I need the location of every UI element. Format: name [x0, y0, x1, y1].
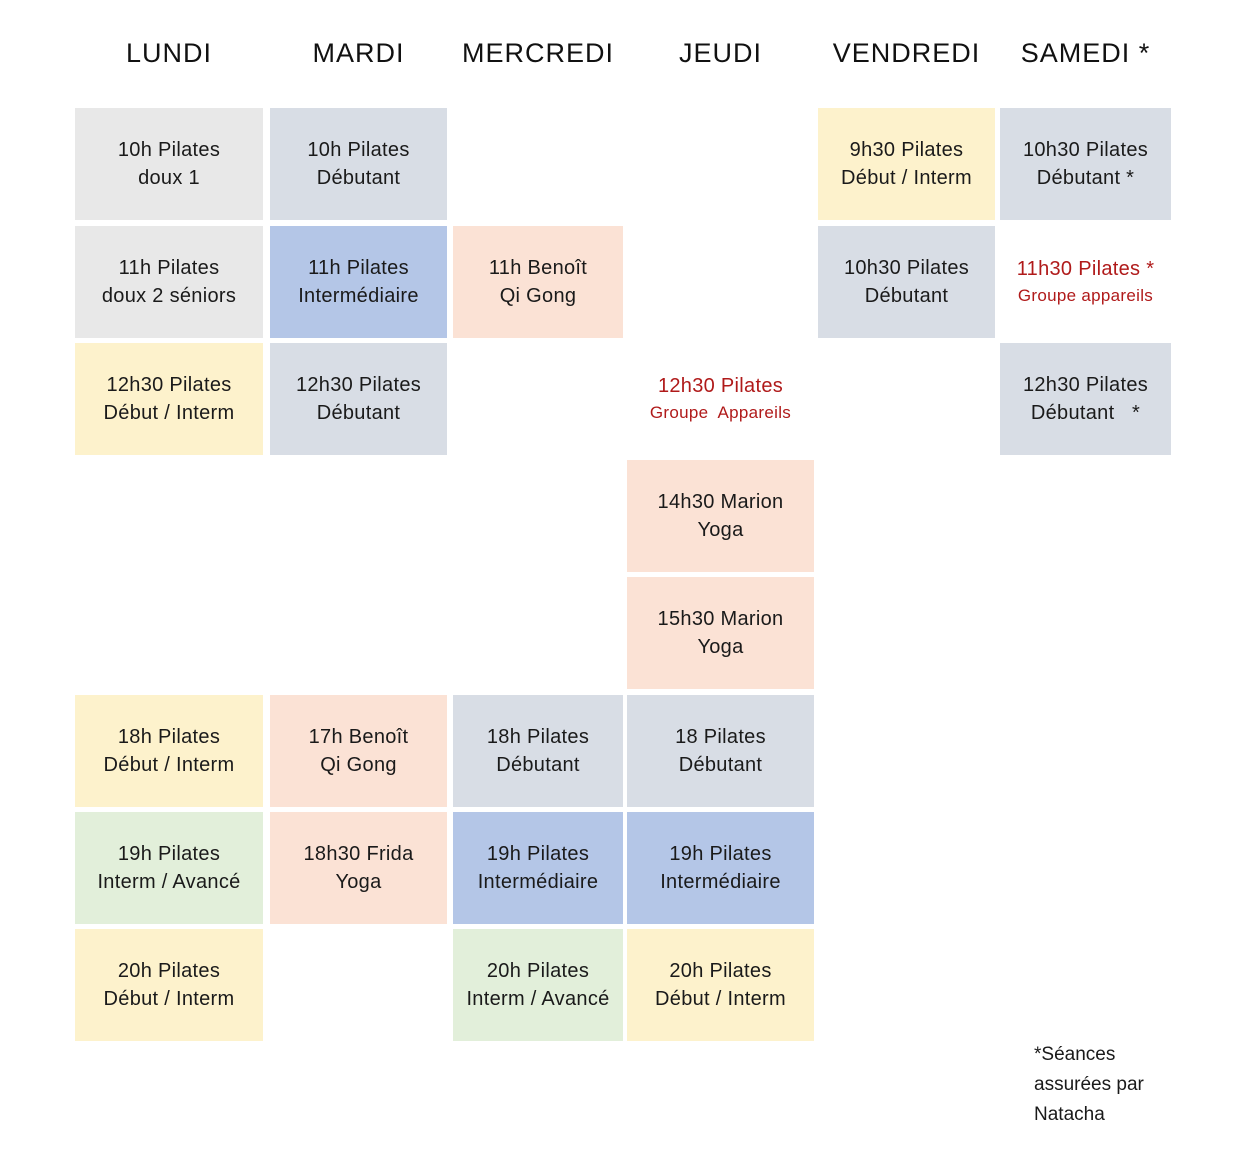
- class-level: Intermédiaire: [298, 285, 419, 307]
- class-time-title: 19h Pilates: [486, 843, 590, 865]
- class-time-title: 20h Pilates: [669, 960, 772, 982]
- class-level: Interm / Avancé: [466, 988, 610, 1010]
- footnote: *Séances assurées par Natacha: [1034, 1040, 1214, 1130]
- class-slot-mercredi-20h: 20h Pilates Interm / Avancé: [453, 929, 623, 1041]
- day-header-mercredi: MERCREDI: [461, 38, 614, 68]
- class-level: Début / Interm: [655, 988, 786, 1010]
- class-slot-mercredi-11h: 11h Benoît Qi Gong: [453, 226, 623, 338]
- class-time-title: 10h Pilates: [307, 139, 410, 161]
- day-header-lundi: LUNDI: [125, 38, 212, 68]
- class-time-title: 19h Pilates: [117, 843, 221, 865]
- class-level: doux 1: [138, 167, 200, 189]
- class-level: Yoga: [335, 871, 382, 893]
- class-slot-lundi-11h: 11h Pilates doux 2 séniors: [75, 226, 263, 338]
- class-time-title: 19h Pilates: [669, 843, 772, 865]
- class-slot-mercredi-19h: 19h Pilates Intermédiaire: [453, 812, 623, 924]
- class-time-title: 9h30 Pilates: [849, 139, 964, 161]
- class-slot-samedi-11h30: 11h30 Pilates * Groupe appareils: [1000, 226, 1171, 338]
- class-time-title: 18h30 Frida: [303, 843, 414, 865]
- class-level: Début / Interm: [103, 402, 235, 424]
- class-time-title: 15h30 Marion: [657, 608, 784, 630]
- class-time-title: 14h30 Marion: [657, 491, 784, 513]
- class-time-title: 11h Pilates: [118, 257, 220, 279]
- class-slot-lundi-19h: 19h Pilates Interm / Avancé: [75, 812, 263, 924]
- class-level: Début / Interm: [841, 167, 972, 189]
- footnote-line-1: *Séances: [1034, 1044, 1116, 1065]
- day-header-samedi: SAMEDI *: [1020, 38, 1151, 68]
- class-level: Groupe Appareils: [649, 403, 792, 422]
- class-slot-lundi-20h: 20h Pilates Début / Interm: [75, 929, 263, 1041]
- class-time-title: 11h30 Pilates *: [1016, 258, 1155, 280]
- class-slot-jeudi-14h30: 14h30 Marion Yoga: [627, 460, 814, 572]
- day-header-vendredi: VENDREDI: [832, 38, 981, 68]
- class-time-title: 10h Pilates: [117, 139, 221, 161]
- class-slot-lundi-12h30: 12h30 Pilates Début / Interm: [75, 343, 263, 455]
- class-slot-jeudi-15h30: 15h30 Marion Yoga: [627, 577, 814, 689]
- class-time-title: 18 Pilates: [675, 726, 766, 748]
- class-slot-samedi-12h30: 12h30 Pilates Débutant *: [1000, 343, 1171, 455]
- class-time-title: 17h Benoît: [308, 726, 409, 748]
- class-level: Intermédiaire: [660, 871, 781, 893]
- class-level: Débutant: [316, 167, 401, 189]
- class-level: Yoga: [697, 519, 744, 541]
- class-time-title: 12h30 Pilates: [1022, 374, 1149, 396]
- class-level: Début / Interm: [103, 754, 235, 776]
- class-slot-mardi-12h30: 12h30 Pilates Débutant: [270, 343, 447, 455]
- class-time-title: 18h Pilates: [486, 726, 590, 748]
- class-time-title: 18h Pilates: [117, 726, 221, 748]
- class-level: Débutant: [316, 402, 401, 424]
- class-level: Début / Interm: [103, 988, 235, 1010]
- class-level: Groupe appareils: [1017, 286, 1154, 305]
- class-level: Yoga: [697, 636, 744, 658]
- class-time-title: 11h Benoît: [488, 257, 588, 279]
- class-slot-jeudi-19h: 19h Pilates Intermédiaire: [627, 812, 814, 924]
- day-header-mardi: MARDI: [312, 38, 405, 68]
- class-time-title: 20h Pilates: [117, 960, 221, 982]
- class-level: Débutant *: [1030, 402, 1141, 424]
- class-level: Débutant: [496, 754, 580, 776]
- class-time-title: 10h30 Pilates: [1022, 139, 1149, 161]
- class-slot-jeudi-20h: 20h Pilates Début / Interm: [627, 929, 814, 1041]
- class-level: doux 2 séniors: [101, 285, 237, 307]
- class-level: Interm / Avancé: [97, 871, 241, 893]
- class-slot-mardi-11h: 11h Pilates Intermédiaire: [270, 226, 447, 338]
- class-level: Intermédiaire: [477, 871, 599, 893]
- class-level: Qi Gong: [320, 754, 397, 776]
- class-level: Débutant: [864, 285, 949, 307]
- class-level: Qi Gong: [499, 285, 577, 307]
- class-slot-jeudi-12h30: 12h30 Pilates Groupe Appareils: [627, 343, 814, 455]
- class-level: Débutant: [678, 754, 763, 776]
- class-slot-mercredi-18h: 18h Pilates Débutant: [453, 695, 623, 807]
- class-level: Débutant *: [1036, 167, 1135, 189]
- class-slot-lundi-18h: 18h Pilates Début / Interm: [75, 695, 263, 807]
- class-slot-mardi-10h: 10h Pilates Débutant: [270, 108, 447, 220]
- class-slot-jeudi-18h: 18 Pilates Débutant: [627, 695, 814, 807]
- class-slot-vendredi-10h30: 10h30 Pilates Débutant: [818, 226, 995, 338]
- footnote-line-2: assurées par: [1034, 1074, 1144, 1095]
- class-slot-lundi-10h: 10h Pilates doux 1: [75, 108, 263, 220]
- class-slot-mardi-18h30: 18h30 Frida Yoga: [270, 812, 447, 924]
- class-time-title: 12h30 Pilates: [295, 374, 422, 396]
- class-time-title: 20h Pilates: [486, 960, 590, 982]
- class-time-title: 11h Pilates: [308, 257, 409, 279]
- class-time-title: 10h30 Pilates: [843, 257, 970, 279]
- class-slot-mardi-17h: 17h Benoît Qi Gong: [270, 695, 447, 807]
- class-slot-vendredi-9h30: 9h30 Pilates Début / Interm: [818, 108, 995, 220]
- class-time-title: 12h30 Pilates: [106, 374, 232, 396]
- footnote-line-3: Natacha: [1034, 1104, 1105, 1125]
- class-slot-samedi-10h30: 10h30 Pilates Débutant *: [1000, 108, 1171, 220]
- day-header-jeudi: JEUDI: [678, 38, 762, 68]
- class-time-title: 12h30 Pilates: [657, 375, 784, 397]
